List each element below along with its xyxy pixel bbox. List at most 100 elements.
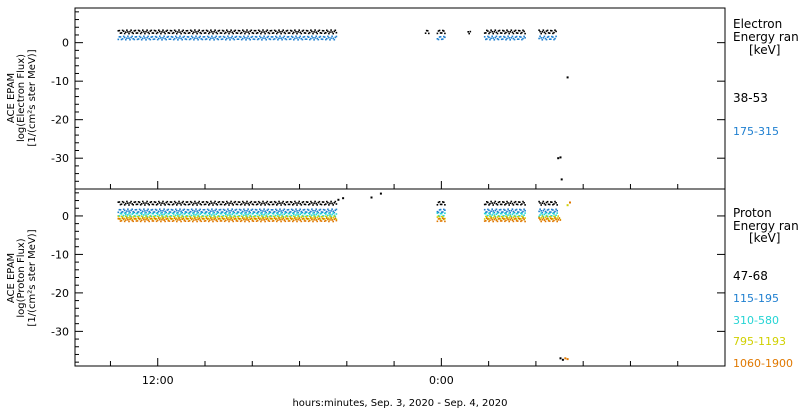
proton-point-115-195 [165,211,167,214]
electron-point-175-315 [515,35,518,38]
electron-point-38-53 [491,30,493,33]
electron-point-175-315 [329,39,331,41]
proton-point-795-1193 [183,218,186,221]
proton-point-310-580 [150,215,153,217]
proton-point-310-580 [515,213,518,215]
proton-point-47-68 [492,204,494,206]
electron-point-175-315 [165,38,167,41]
proton-point-47-68 [485,203,487,206]
proton-point-1060-1900 [278,217,280,219]
proton-point-115-195 [316,210,318,213]
proton-point-47-68 [190,201,193,204]
proton-point-47-68 [539,202,541,204]
proton-point-47-68 [126,200,128,203]
proton-point-310-580 [183,213,186,215]
proton-point-1060-1900 [486,217,488,220]
proton-point-1060-1900 [316,220,318,223]
electron-point-175-315 [242,37,244,40]
proton-point-47-68 [287,203,290,206]
electron-point-175-315 [290,35,293,38]
electron-point-38-53 [498,29,501,32]
proton-point-310-580 [306,215,309,217]
proton-point-310-580 [554,215,556,218]
proton-point-310-580 [187,212,190,215]
proton-point-795-1193 [284,216,287,218]
electron-point-175-315 [123,36,126,39]
electron-point-175-315 [281,38,283,41]
proton-point-795-1193 [189,216,192,218]
electron-point-38-53 [201,30,204,32]
proton-point-47-68 [300,204,303,206]
proton-point-1060-1900 [520,220,522,223]
proton-point-115-195 [178,210,180,212]
proton-point-47-68 [220,203,223,206]
proton-point-47-68 [330,200,332,203]
xtick-label: 12:00 [142,374,174,387]
electron-point-38-53 [167,32,170,34]
proton-point-47-68 [179,202,181,205]
proton-point-795-1193 [277,215,279,217]
electron-point-175-315 [181,38,183,41]
electron-point-175-315 [524,37,526,39]
proton-point-1060-1900 [199,219,201,222]
electron-point-38-53 [426,30,429,32]
proton-point-795-1193 [260,217,262,220]
proton-point-47-68 [270,201,273,203]
electron-point-38-53 [257,29,260,32]
proton-point-115-195 [132,210,134,213]
proton-point-115-195 [152,211,155,213]
electron-point-38-53 [254,29,257,32]
proton-point-47-68 [325,203,327,205]
proton-point-310-580 [293,213,295,215]
proton-point-795-1193 [173,216,176,218]
proton-point-795-1193 [203,218,206,220]
proton-point-795-1193 [248,216,250,219]
proton-point-795-1193 [493,215,496,217]
proton-point-1060-1900 [222,218,225,220]
electron-point-175-315 [264,37,266,40]
proton-point-310-580 [213,214,215,216]
electron-point-38-53 [303,32,306,34]
proton-point-1060-1900 [180,220,182,223]
electron-point-38-53 [548,32,551,34]
proton-point-47-68 [242,200,244,203]
proton-point-47-68 [158,200,160,203]
proton-point-47-68 [277,202,279,205]
proton-point-1060-1900 [313,219,315,221]
proton-point-1060-1900 [129,218,131,221]
electron-point-38-53 [298,29,300,31]
proton-point-795-1193 [512,216,515,219]
electron-point-38-53 [136,32,139,34]
electron-point-38-53 [304,32,307,34]
proton-outlier-47-68 [561,358,564,361]
proton-point-115-195 [334,209,337,212]
electron-point-175-315 [216,38,219,40]
proton-point-47-68 [292,204,294,206]
electron-point-175-315 [201,38,204,41]
proton-point-115-195 [120,211,123,214]
proton-point-310-580 [539,214,541,216]
proton-point-115-195 [219,208,222,211]
electron-point-175-315 [547,35,550,38]
proton-point-47-68 [503,201,505,204]
proton-point-795-1193 [119,218,122,220]
electron-point-38-53 [275,30,277,32]
proton-point-795-1193 [317,215,320,218]
proton-point-1060-1900 [487,218,489,220]
electron-point-38-53 [199,31,201,34]
electron-point-38-53 [278,29,280,31]
proton-point-310-580 [166,215,169,218]
proton-point-310-580 [514,215,517,218]
proton-point-310-580 [255,212,258,215]
electron-point-38-53 [544,32,547,35]
proton-point-1060-1900 [195,219,197,221]
proton-point-115-195 [123,209,126,212]
proton-point-310-580 [252,212,255,215]
proton-point-47-68 [329,202,331,205]
electron-point-38-53 [265,30,267,33]
proton-point-1060-1900 [152,220,155,222]
electron-point-38-53 [166,29,169,32]
proton-point-310-580 [151,212,154,215]
proton-point-47-68 [214,200,216,203]
proton-point-795-1193 [521,215,523,218]
